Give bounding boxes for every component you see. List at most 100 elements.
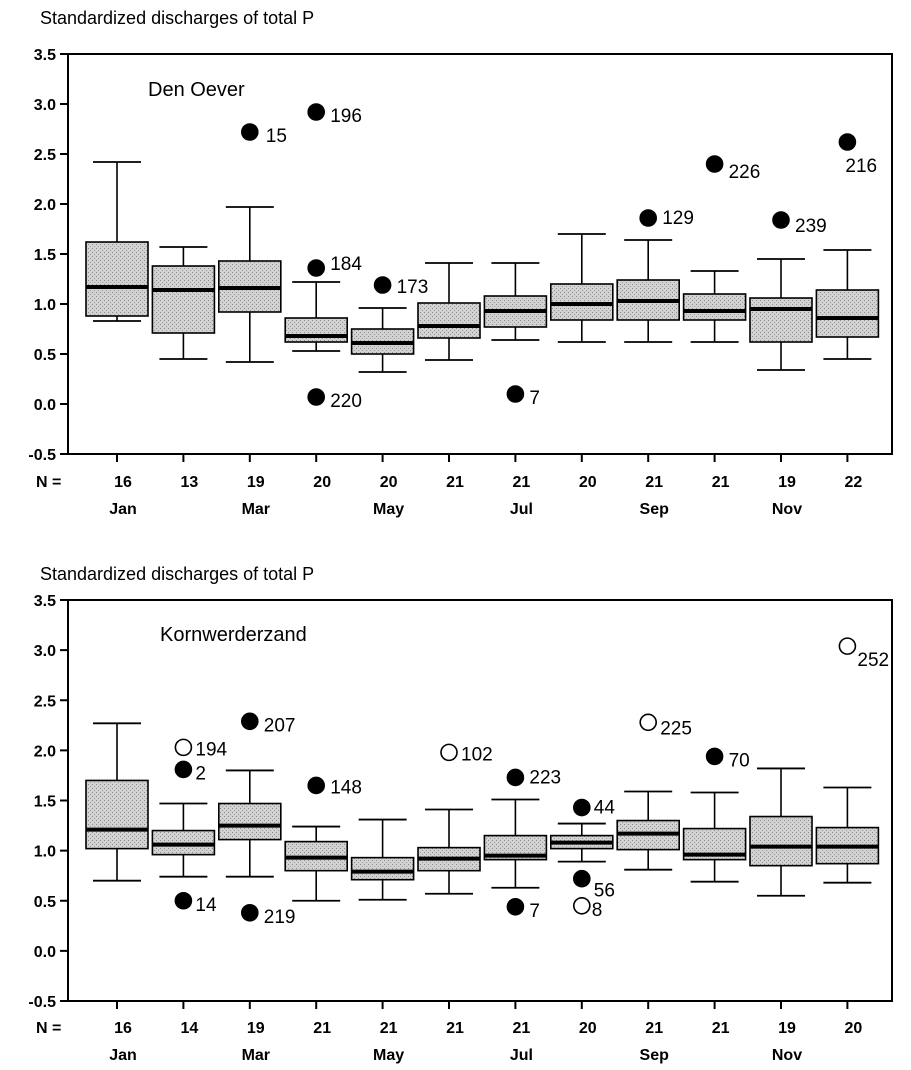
- outlier-point-open: [440, 743, 458, 762]
- outlier-point-filled: [772, 211, 790, 229]
- outlier-label: 207: [264, 715, 296, 736]
- box-2: [151, 802, 216, 878]
- outlier-point-filled: [307, 388, 326, 406]
- box-9: [616, 239, 681, 343]
- x-category-label: Nov: [772, 1047, 802, 1064]
- box-1: [85, 161, 149, 322]
- iqr-box: [749, 297, 813, 343]
- box-7: [483, 262, 548, 341]
- outlier-point-open: [838, 637, 857, 655]
- outlier-label: 219: [264, 907, 296, 928]
- y-tick-label: 3.5: [34, 47, 56, 64]
- outlier-point-filled: [307, 103, 326, 121]
- outlier-point-filled: [373, 276, 392, 294]
- box-6: [417, 808, 481, 895]
- plot-frame: [67, 599, 893, 1002]
- n-count-label: 20: [579, 1020, 597, 1037]
- box-5: [350, 818, 415, 901]
- x-category-label: Jan: [109, 1047, 137, 1064]
- outlier-label: 220: [330, 391, 362, 412]
- panel-label: Den Oever: [148, 79, 245, 101]
- y-tick-label: 2.5: [34, 693, 56, 710]
- n-prefix: N =: [36, 474, 61, 491]
- box-4: [284, 825, 349, 902]
- y-tick-label: -0.5: [28, 994, 56, 1011]
- y-tick-label: 3.0: [34, 643, 56, 660]
- y-tick-label: 1.0: [34, 297, 56, 314]
- y-tick-label: 2.0: [34, 743, 56, 760]
- n-count-label: 20: [380, 474, 398, 491]
- box-12: [815, 786, 880, 884]
- outlier-point-filled: [838, 133, 857, 151]
- outlier-label: 129: [662, 208, 694, 229]
- n-count-label: 16: [114, 1020, 132, 1037]
- outlier-point-filled: [506, 897, 525, 916]
- outlier-point-filled: [241, 123, 259, 141]
- outlier-label: 14: [195, 895, 217, 916]
- outlier-point-filled: [241, 712, 259, 731]
- box-4: [284, 281, 349, 352]
- n-count-label: 21: [380, 1020, 398, 1037]
- n-count-label: 21: [513, 1020, 531, 1037]
- n-count-label: 19: [778, 474, 796, 491]
- chart-title: Standardized discharges of total P: [40, 564, 314, 584]
- outlier-point-filled: [307, 259, 326, 277]
- iqr-box: [682, 293, 747, 321]
- y-tick-label: -0.5: [28, 447, 56, 464]
- outlier-point-filled: [506, 385, 525, 403]
- n-count-label: 21: [712, 1020, 730, 1037]
- outlier-label: 196: [330, 106, 362, 127]
- outlier-label: 225: [660, 718, 692, 739]
- iqr-box: [85, 779, 149, 850]
- outlier-label: 148: [330, 777, 362, 798]
- n-count-label: 20: [845, 1020, 863, 1037]
- n-count-label: 21: [712, 474, 730, 491]
- x-category-label: Nov: [772, 501, 802, 518]
- box-10: [682, 791, 747, 883]
- box-2: [151, 246, 216, 360]
- n-count-label: 21: [313, 1020, 331, 1037]
- box-3: [218, 206, 282, 363]
- iqr-box: [151, 265, 216, 334]
- box-11: [749, 258, 813, 371]
- iqr-box: [218, 802, 282, 841]
- iqr-box: [417, 302, 481, 339]
- outlier-label: 252: [857, 650, 889, 671]
- outlier-point-filled: [506, 768, 525, 787]
- iqr-box: [85, 241, 149, 317]
- y-tick-label: 1.5: [34, 247, 56, 264]
- outlier-label: 7: [529, 388, 540, 409]
- x-category-label: Sep: [640, 501, 670, 518]
- x-category-label: Jan: [109, 501, 137, 518]
- x-category-label: May: [373, 501, 404, 518]
- panel-label: Kornwerderzand: [160, 624, 307, 646]
- n-count-label: 13: [181, 474, 199, 491]
- box-7: [483, 798, 548, 889]
- n-count-label: 20: [313, 474, 331, 491]
- outlier-label: 44: [594, 798, 616, 819]
- chart-panel-2: Standardized discharges of total P Kornwe…: [28, 564, 893, 1064]
- outlier-point-open: [174, 738, 193, 757]
- outlier-label: 194: [195, 739, 227, 760]
- box-3: [218, 769, 282, 878]
- box-8: [549, 822, 614, 863]
- n-count-label: 16: [114, 474, 132, 491]
- n-count-label: 19: [778, 1020, 796, 1037]
- outlier-point-filled: [307, 776, 326, 795]
- box-10: [682, 270, 747, 343]
- box-11: [749, 767, 813, 897]
- outlier-point-open: [639, 713, 658, 732]
- outlier-label: 216: [845, 156, 877, 177]
- x-category-label: Sep: [640, 1047, 670, 1064]
- y-tick-label: 0.5: [34, 347, 56, 364]
- box-1: [85, 722, 149, 882]
- y-tick-label: 0.5: [34, 894, 56, 911]
- outlier-label: 15: [266, 126, 287, 147]
- iqr-box: [284, 317, 349, 343]
- y-tick-label: 1.5: [34, 794, 56, 811]
- box-12: [815, 249, 880, 360]
- x-category-label: Jul: [510, 501, 533, 518]
- outlier-point-filled: [572, 798, 591, 817]
- y-tick-label: 0.0: [34, 397, 56, 414]
